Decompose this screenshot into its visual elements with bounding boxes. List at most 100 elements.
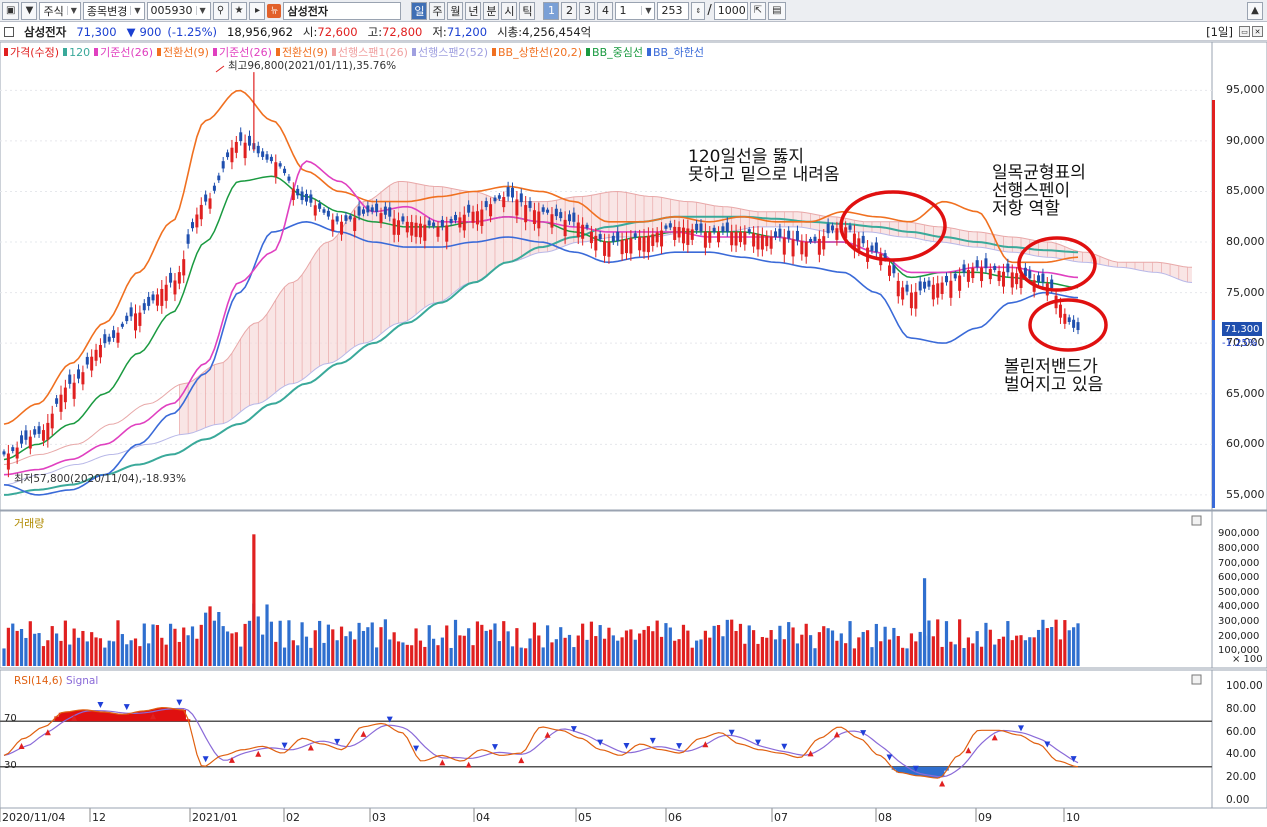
candle-body [313,205,317,216]
candle-body [681,227,685,244]
count-input[interactable]: 253 [657,1,690,20]
volume-bar [427,625,431,666]
candle-body [112,330,116,338]
volume-bar [405,644,409,666]
volume-bar [326,624,330,666]
period-week[interactable]: 주 [429,1,446,20]
volume-bar [830,630,835,666]
star-icon[interactable]: ★ [230,1,248,20]
candle-body [77,369,81,379]
candle-body [344,215,348,221]
spin-icon[interactable]: ⇕ [691,1,706,20]
candle-body [1067,317,1071,322]
interval-input[interactable]: 1 ▼ [615,1,656,20]
volume-bar [664,623,668,666]
new-badge: 뉴 [267,3,282,18]
menu-icon[interactable]: ▸ [249,1,266,20]
save-icon[interactable]: ▤ [768,1,786,20]
export-icon[interactable]: ⇱ [749,1,767,20]
current-change-tag: -1.25% [1222,338,1258,349]
interval-3[interactable]: 3 [579,1,596,20]
candle-body [554,208,558,217]
legend-label: 가격(수정) [10,46,60,59]
chevron-down-icon: ▼ [66,6,77,15]
legend-swatch [492,48,497,56]
layout-icon[interactable]: ▣ [2,1,20,20]
volume-bar [125,644,129,666]
candle-body [11,447,15,452]
kijun-line [3,160,1079,476]
market-select[interactable]: 주식 ▼ [39,1,81,20]
volume-bar [642,629,646,666]
volume-bar [730,619,734,666]
candle-body [576,222,580,238]
change-symbol-select[interactable]: 종목변경 ▼ [82,1,145,20]
candle-body [747,229,751,233]
volume-bar [2,648,6,666]
chevron-down-icon[interactable]: ▼ [21,1,38,20]
candle-body [765,236,769,247]
interval-2[interactable]: 2 [561,1,578,20]
volume-tick-label: 700,000 [1218,557,1260,569]
volume-bar [651,631,655,666]
volume-bar [572,647,576,666]
candle-body [791,239,795,257]
volume-bar [848,621,852,666]
search-icon[interactable]: ⚲ [212,1,229,20]
low-marker: 최저57,800(2020/11/04),-18.93% [14,473,186,485]
candle-body [927,280,931,287]
volume-bar [752,630,756,666]
period-hour[interactable]: 시 [501,1,518,20]
volume-bar [366,627,370,666]
volume-tick-label: 600,000 [1218,572,1260,584]
volume-bar [778,625,782,666]
volume-bar [90,632,94,666]
max-count-input[interactable]: 1000 [713,1,748,20]
chevron-up-icon[interactable]: ▲ [1247,1,1263,20]
candle-body [388,207,392,217]
period-day[interactable]: 일 [411,1,428,20]
volume-bar [445,625,449,666]
period-month[interactable]: 월 [447,1,464,20]
volume-bar [844,643,848,666]
buy-arrow-icon [439,759,446,766]
candle-body [822,236,826,250]
period-tick[interactable]: 틱 [519,1,536,20]
signal-line [3,707,1079,778]
period-minute[interactable]: 분 [483,1,500,20]
candle-body [787,230,791,239]
volume-bar [563,637,567,666]
volume-bar [370,622,374,666]
price-tick-label: 80,000 [1226,235,1265,249]
sell-arrow-icon [123,704,130,711]
volume-bar [879,641,883,666]
volume-bar [581,623,585,666]
candle-body [966,269,970,282]
rsi-overbought-fill [54,707,191,722]
volume-bar [673,640,677,666]
candle-body [686,228,690,245]
volume-bar [655,620,659,666]
sell-arrow-icon [413,745,420,752]
close-icon[interactable]: ✕ [1252,26,1263,37]
interval-1[interactable]: 1 [543,1,560,20]
code-input[interactable]: 005930 ▼ [146,1,211,20]
period-year[interactable]: 년 [465,1,482,20]
x-tick-label: 10 [1066,811,1080,824]
volume-bar [502,621,506,666]
volume-bar [182,627,186,666]
volume-bar [388,639,392,666]
volume-bar [870,647,874,666]
down-arrow-icon: ▼ [126,24,136,39]
volume-bar [1001,636,1006,666]
candle-body [769,236,773,249]
volume-bar [1054,619,1058,666]
checkbox[interactable] [4,26,14,37]
legend-item: 120 [63,44,90,60]
candle-body [993,265,997,270]
restore-icon[interactable]: ▭ [1239,26,1250,37]
candle-body [370,207,374,212]
volume-bar [949,641,953,666]
interval-4[interactable]: 4 [597,1,614,20]
